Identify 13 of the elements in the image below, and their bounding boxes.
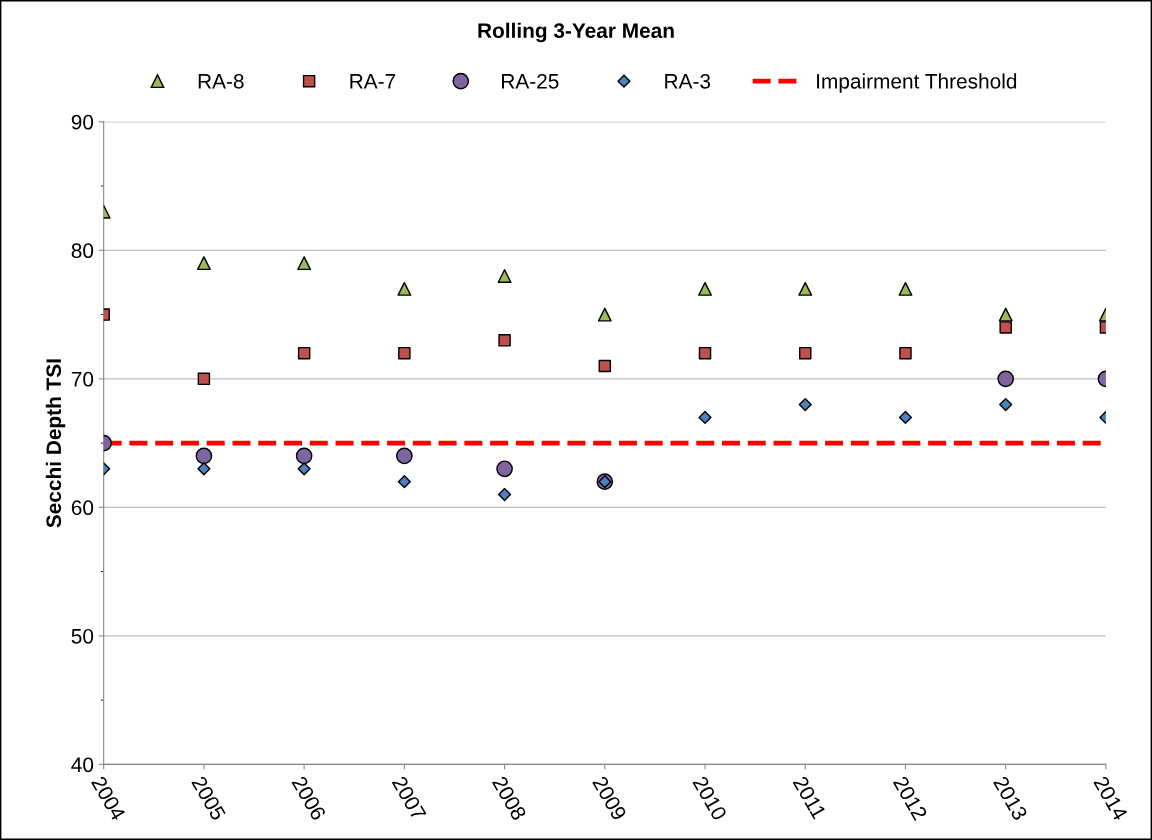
legend-label: Impairment Threshold — [817, 73, 1017, 93]
y-tick-label: 90 — [71, 114, 94, 130]
chart-title: Rolling 3-Year Mean — [478, 22, 674, 43]
legend-label: RA-8 — [198, 73, 244, 89]
y-tick-label: 70 — [71, 371, 94, 387]
legend-label: RA-7 — [350, 74, 396, 89]
legend-label: RA-3 — [665, 73, 711, 89]
y-tick-label: 50 — [71, 628, 94, 644]
legend-label: RA-25 — [502, 73, 559, 89]
y-tick-label: 40 — [71, 757, 94, 773]
y-tick-label: 60 — [71, 500, 94, 516]
y-axis-title: Secchi Depth TSI — [45, 359, 66, 528]
y-tick-label: 80 — [71, 243, 94, 259]
